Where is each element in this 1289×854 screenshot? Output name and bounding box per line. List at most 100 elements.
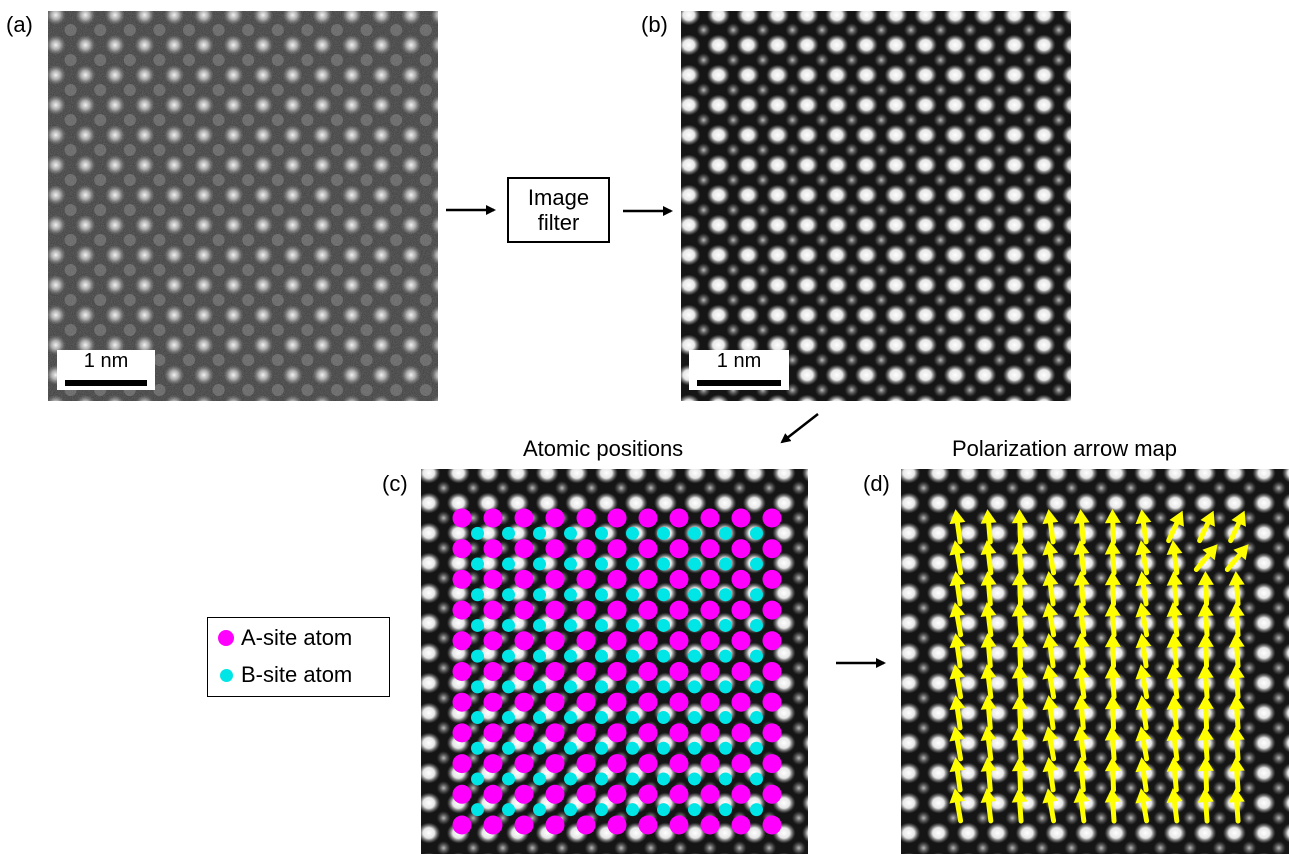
a-site-atom: [731, 631, 751, 651]
legend: A-site atom B-site atom: [207, 617, 390, 697]
polarization-arrow: [1042, 757, 1059, 793]
a-site-atom: [514, 600, 534, 620]
b-site-atom: [657, 680, 670, 694]
polarization-arrow: [980, 602, 997, 638]
a-site-atom: [514, 815, 534, 835]
a-site-atom: [483, 662, 503, 681]
a-site-atom: [731, 754, 751, 774]
filtered-lattice-image: [681, 11, 1071, 401]
a-site-atom: [700, 692, 720, 712]
a-site-atom: [638, 815, 658, 835]
a-site-atom: [452, 539, 472, 559]
polarization-arrow: [1104, 788, 1121, 824]
b-site-atom: [750, 741, 763, 755]
a-site-atom: [638, 569, 658, 589]
polarization-arrow: [1166, 695, 1183, 731]
polarization-arrow: [1104, 540, 1121, 576]
b-site-atom: [657, 711, 670, 725]
polarization-arrow: [1224, 544, 1249, 572]
a-site-atom: [545, 539, 565, 559]
b-site-atom: [502, 588, 515, 602]
polarization-arrow: [1104, 571, 1121, 607]
b-site-atom: [750, 772, 763, 786]
b-site-atom: [564, 526, 577, 540]
polarization-arrow: [1104, 664, 1121, 700]
b-site-atom: [719, 649, 732, 663]
a-site-atom: [731, 784, 751, 804]
polarization-arrow: [980, 664, 997, 700]
legend-item-a-site: A-site atom: [218, 625, 352, 650]
a-site-atom: [452, 662, 472, 681]
a-site-atom: [607, 784, 627, 804]
polarization-arrow: [1166, 602, 1183, 638]
a-site-atom: [452, 692, 472, 712]
b-site-atom: [657, 618, 670, 632]
a-site-atom: [762, 692, 782, 712]
b-site-atom: [688, 557, 701, 571]
a-site-atom: [545, 815, 565, 835]
polarization-arrow: [949, 633, 966, 669]
b-site-atom: [657, 526, 670, 540]
a-site-atom: [452, 631, 472, 651]
b-site-atom: [533, 557, 546, 571]
scale-bar-label: 1 nm: [716, 350, 762, 372]
polarization-arrow: [1042, 633, 1059, 669]
a-site-atom: [452, 508, 472, 528]
b-site-atom: [502, 680, 515, 694]
a-site-atom: [607, 754, 627, 774]
polarization-arrow: [980, 757, 997, 793]
a-site-atom: [514, 508, 534, 528]
b-site-atom: [750, 803, 763, 817]
a-site-atom: [514, 569, 534, 589]
b-site-atom: [688, 588, 701, 602]
a-site-atom: [514, 662, 534, 681]
a-site-atom: [452, 569, 472, 589]
polarization-arrow: [1197, 664, 1214, 700]
polarization-arrow: [1073, 540, 1090, 576]
b-site-atom: [626, 526, 639, 540]
b-site-atom: [626, 803, 639, 817]
polarization-arrow: [949, 788, 966, 824]
b-site-atom: [471, 526, 484, 540]
polarization-arrow: [1073, 633, 1090, 669]
scale-bar: 1 nm: [57, 350, 155, 390]
a-site-atom: [700, 600, 720, 620]
a-site-atom: [762, 815, 782, 835]
a-site-atom: [483, 569, 503, 589]
raw-lattice-image: [48, 11, 438, 401]
a-site-atom: [607, 569, 627, 589]
polarization-arrow: [980, 540, 997, 576]
b-site-atom: [564, 772, 577, 786]
polarization-arrow: [1197, 633, 1214, 669]
a-site-atom: [731, 600, 751, 620]
polarization-arrow: [1228, 788, 1245, 824]
b-site-atom: [657, 741, 670, 755]
scale-bar-line: [65, 380, 147, 386]
b-site-atom: [719, 680, 732, 694]
a-site-atom: [483, 815, 503, 835]
polarization-arrow: [1135, 509, 1152, 545]
a-site-atom: [762, 662, 782, 681]
b-site-atom: [657, 557, 670, 571]
b-site-atom: [750, 649, 763, 663]
polarization-arrow: [1042, 540, 1059, 576]
a-site-atom: [514, 631, 534, 651]
a-site-atom: [576, 662, 596, 681]
polarization-arrow: [1073, 757, 1090, 793]
b-site-atom: [595, 803, 608, 817]
filter-box-line1: Image: [527, 185, 590, 210]
b-site-atom: [502, 649, 515, 663]
a-site-atom: [700, 508, 720, 528]
a-site-atom: [731, 508, 751, 528]
polarization-arrow: [949, 540, 966, 576]
polarization-arrow: [1166, 571, 1183, 607]
a-site-atom: [669, 692, 689, 712]
b-site-atom: [750, 680, 763, 694]
polarization-arrow: [1228, 602, 1245, 638]
polarization-arrow: [1011, 571, 1028, 607]
a-site-atom: [452, 723, 472, 743]
b-site-atom: [502, 711, 515, 725]
b-site-atom: [471, 680, 484, 694]
polarization-arrow: [1166, 788, 1183, 824]
polarization-arrow: [1073, 695, 1090, 731]
